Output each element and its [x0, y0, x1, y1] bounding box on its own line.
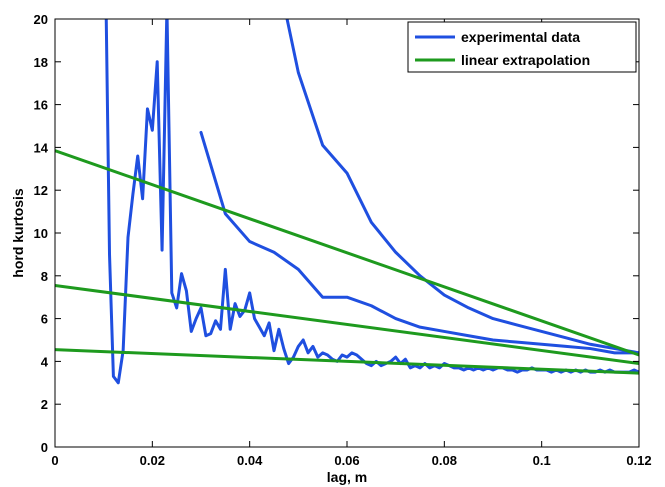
legend-box — [407, 21, 637, 73]
series-layer — [55, 19, 639, 385]
y-tick-label: 12 — [34, 183, 48, 198]
y-axis-label: hord kurtosis — [10, 188, 26, 278]
extrapolation-line-5 — [55, 348, 639, 375]
x-tick-label: 0.08 — [432, 453, 457, 468]
x-tick-label: 0 — [51, 453, 58, 468]
legend: experimental data linear extrapolation — [407, 21, 637, 73]
y-tick-label: 8 — [41, 269, 48, 284]
x-tick-label: 0.12 — [626, 453, 651, 468]
y-tick-label: 14 — [34, 140, 49, 155]
y-tick-label: 6 — [41, 312, 48, 327]
extrapolation-line-4 — [55, 283, 639, 366]
y-tick-label: 10 — [34, 226, 48, 241]
y-tick-label: 16 — [34, 98, 48, 113]
x-tick-label: 0.02 — [140, 453, 165, 468]
x-tick-label: 0.1 — [533, 453, 551, 468]
experimental-data-line-0 — [104, 19, 639, 385]
legend-label-extrapolation: linear extrapolation — [461, 52, 590, 68]
experimental-data-line-1 — [199, 130, 639, 355]
y-tick-label: 18 — [34, 55, 48, 70]
y-tick-label: 20 — [34, 12, 48, 27]
extrapolation-line-3 — [55, 149, 639, 357]
experimental-data-line-2 — [285, 19, 639, 355]
x-tick-label: 0.04 — [237, 453, 263, 468]
x-tick-label: 0.06 — [334, 453, 359, 468]
y-tick-label: 2 — [41, 397, 48, 412]
legend-label-experimental: experimental data — [461, 29, 580, 45]
y-tick-label: 0 — [41, 440, 48, 455]
x-axis-label: lag, m — [327, 469, 367, 485]
y-tick-label: 4 — [41, 354, 49, 369]
ticks-layer: 0 0.02 0.04 0.06 0.08 0.1 0.12 0 2 4 6 8 10 12 14 16 18 2… — [34, 12, 652, 468]
